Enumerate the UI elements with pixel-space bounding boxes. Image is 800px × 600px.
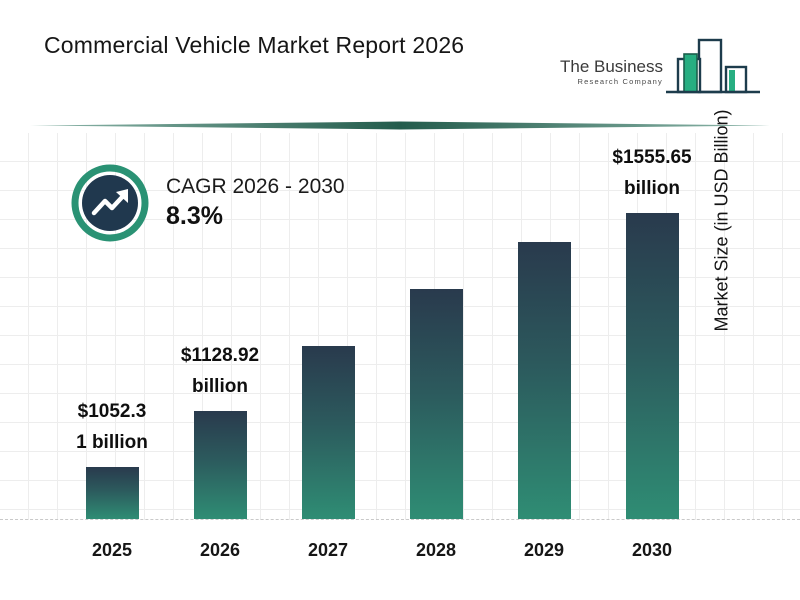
logo-bars-icon [666,38,760,94]
x-tick-label-2025: 2025 [91,540,133,560]
bar-group-2025: $1052.3 1 billion 2025 [58,133,166,560]
bar-value-label-2030: $1555.65 billion [612,147,692,199]
x-tick-label-2027: 2027 [307,540,349,560]
page-title: Commercial Vehicle Market Report 2026 [44,32,465,58]
bar-group-2026: $1128.92 billion 2026 [166,133,274,560]
divider-rule [30,121,770,130]
bar-plot: $1052.3 1 billion 2025 $1128.92 billion 202… [58,133,706,560]
y-axis-label: Market Size (in USD Billion) [711,109,732,332]
logo-text: The Business Research Company [560,58,663,100]
bar-value-label-2025: $1052.3 1 billion [76,401,148,453]
x-tick-label-2026: 2026 [199,540,241,560]
bar-2026 [193,411,247,519]
bar-2027 [301,346,355,519]
bar-group-2027: 2027 [274,133,382,560]
cagr-badge: CAGR 2026 - 2030 8.3% [70,163,345,243]
bar-2025 [85,467,139,519]
x-tick-label-2030: 2030 [631,540,673,560]
trending-up-icon [71,164,149,242]
logo-subname: Research Company [577,77,663,86]
x-tick-label-2029: 2029 [523,540,565,560]
chart-area: CAGR 2026 - 2030 8.3% $1052.3 1 billion 2… [0,133,800,560]
logo-name: The Business [560,57,663,77]
bar-2030 [625,213,679,519]
bar-group-2030: $1555.65 billion 2030 [598,133,706,560]
cagr-value: 8.3% [166,202,223,230]
x-tick-label-2028: 2028 [415,540,457,560]
bar-group-2028: 2028 [382,133,490,560]
bar-value-label-2026: $1128.92 billion [180,345,260,397]
company-logo: The Business Research Company [560,36,761,100]
bar-2029 [517,242,571,519]
bar-group-2029: 2029 [490,133,598,560]
bar-2028 [409,289,463,519]
cagr-label: CAGR 2026 - 2030 [166,175,345,198]
